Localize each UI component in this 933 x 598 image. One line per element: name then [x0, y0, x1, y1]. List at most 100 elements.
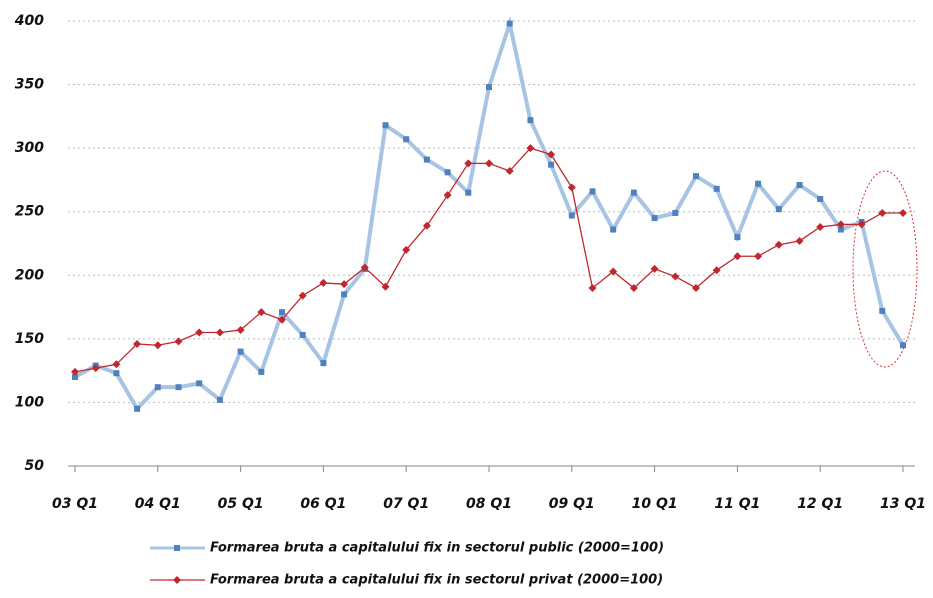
- marker: [671, 272, 680, 281]
- marker: [278, 315, 286, 324]
- marker: [775, 206, 782, 213]
- marker: [215, 328, 224, 337]
- marker: [196, 380, 203, 387]
- marker: [836, 220, 845, 229]
- marker: [464, 159, 473, 168]
- marker: [650, 264, 659, 273]
- marker: [485, 159, 493, 168]
- marker: [153, 341, 162, 350]
- x-tick-label: 06 Q1: [300, 496, 346, 512]
- marker: [91, 364, 100, 373]
- marker: [444, 169, 451, 176]
- marker: [154, 384, 161, 391]
- y-tick-label: 50: [25, 458, 45, 474]
- marker: [795, 236, 804, 245]
- marker: [486, 84, 492, 91]
- legend-label: Formarea bruta a capitalului fix in sect…: [210, 541, 664, 556]
- marker: [403, 136, 410, 143]
- x-tick-label: 07 Q1: [383, 496, 429, 512]
- marker: [629, 284, 638, 292]
- marker: [857, 220, 866, 229]
- y-tick-label: 150: [15, 331, 44, 347]
- marker: [547, 150, 556, 159]
- y-tick-label: 250: [15, 204, 44, 220]
- x-tick-label: 13 Q1: [880, 496, 926, 512]
- marker: [341, 291, 348, 298]
- y-tick-label: 300: [15, 140, 44, 156]
- marker: [237, 348, 244, 355]
- marker: [113, 370, 120, 377]
- x-tick-label: 05 Q1: [218, 496, 264, 512]
- x-tick-label: 03 Q1: [52, 496, 98, 512]
- marker: [381, 282, 390, 291]
- marker: [754, 252, 763, 261]
- legend-marker: [173, 576, 181, 584]
- marker: [817, 196, 824, 202]
- marker: [774, 240, 783, 249]
- marker: [402, 245, 411, 254]
- marker: [567, 183, 576, 192]
- marker: [443, 191, 452, 200]
- y-tick-label: 400: [14, 13, 44, 29]
- marker: [133, 339, 142, 348]
- marker: [422, 221, 431, 230]
- marker: [816, 222, 825, 231]
- highlight-ellipse: [852, 170, 918, 368]
- marker: [878, 208, 887, 217]
- marker: [672, 209, 679, 216]
- y-tick-label: 200: [15, 267, 44, 283]
- y-tick-label: 100: [15, 394, 44, 410]
- marker: [320, 360, 327, 367]
- y-tick-label: 350: [15, 77, 44, 93]
- marker: [526, 144, 535, 153]
- marker: [651, 215, 658, 222]
- marker: [319, 278, 328, 287]
- x-tick-label: 12 Q1: [797, 496, 843, 512]
- marker: [299, 332, 306, 339]
- marker: [257, 308, 266, 317]
- marker: [568, 212, 575, 219]
- x-tick-label: 10 Q1: [632, 496, 678, 512]
- x-tick-label: 11 Q1: [714, 496, 760, 512]
- marker: [693, 173, 699, 180]
- marker: [216, 396, 223, 403]
- marker: [236, 325, 245, 334]
- marker: [360, 263, 369, 272]
- marker: [298, 291, 307, 300]
- series-line: [74, 15, 905, 413]
- marker: [899, 208, 907, 217]
- marker: [609, 267, 618, 276]
- marker: [589, 188, 596, 195]
- marker: [258, 368, 265, 375]
- series-line: [74, 147, 903, 373]
- marker: [734, 234, 741, 241]
- marker: [506, 20, 513, 27]
- marker: [134, 405, 141, 412]
- marker: [505, 167, 514, 176]
- marker: [712, 266, 721, 275]
- marker: [837, 226, 844, 233]
- legend-label: Formarea bruta a capitalului fix in sect…: [210, 573, 663, 588]
- marker: [423, 156, 430, 163]
- marker: [692, 284, 700, 292]
- marker: [733, 252, 742, 261]
- marker: [610, 226, 617, 233]
- marker: [465, 189, 472, 196]
- marker: [630, 189, 637, 196]
- legend-marker: [174, 545, 180, 551]
- marker: [382, 122, 389, 129]
- marker: [879, 307, 886, 314]
- marker: [71, 367, 79, 376]
- marker: [796, 182, 803, 189]
- marker: [112, 360, 121, 369]
- marker: [713, 185, 720, 192]
- x-tick-label: 08 Q1: [466, 496, 512, 512]
- x-tick-label: 04 Q1: [135, 496, 181, 512]
- marker: [755, 180, 762, 187]
- marker: [279, 309, 285, 316]
- marker: [340, 280, 349, 289]
- marker: [900, 342, 906, 349]
- marker: [527, 117, 534, 124]
- marker: [175, 384, 182, 391]
